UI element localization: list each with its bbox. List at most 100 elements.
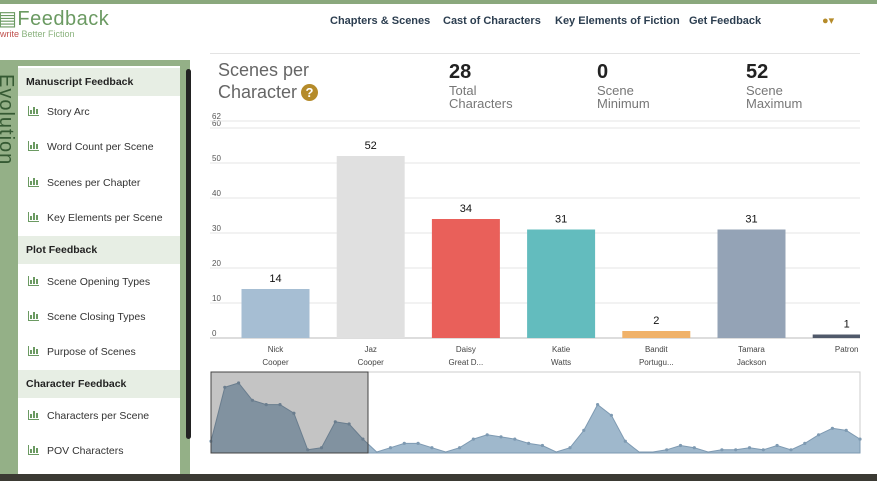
sidebar-item-word-count[interactable]: Word Count per Scene	[18, 133, 180, 161]
sidebar-item-label: Scenes per Chapter	[47, 177, 141, 189]
sidebar-item-scene-opening[interactable]: Scene Opening Types	[18, 268, 180, 296]
bar-chart-icon	[28, 311, 39, 321]
x-tick-label: Katie	[552, 345, 571, 354]
navigator-point	[761, 448, 765, 452]
stat-max-label2: Maximum	[746, 96, 803, 111]
page-title: Scenes per Character?	[218, 59, 319, 103]
bar-chart-icon	[28, 212, 39, 222]
navigator-selection[interactable]	[210, 371, 369, 454]
stat-total-label2: Characters	[449, 96, 513, 111]
tagline-rest: Better Fiction	[21, 29, 75, 39]
brand-title: ▤Feedback	[0, 8, 110, 30]
y-tick-label: 40	[212, 189, 221, 198]
nav-divider	[210, 53, 860, 54]
sidebar-item-label: POV Characters	[47, 445, 124, 457]
brand-title-text: Feedback	[17, 8, 110, 30]
navigator-point	[789, 448, 793, 452]
top-border	[0, 0, 877, 4]
nav-cast-of-characters[interactable]: Cast of Characters	[443, 15, 541, 27]
side-label: Evolution	[0, 74, 17, 166]
sidebar-item-label: Scene Closing Types	[47, 311, 146, 323]
sidebar-item-scene-closing[interactable]: Scene Closing Types	[18, 303, 180, 331]
y-tick-label: 50	[212, 154, 221, 163]
navigator-point	[568, 446, 572, 450]
stat-min-label1: Scene	[597, 83, 634, 98]
sidebar-item-characters-per-scene[interactable]: Characters per Scene	[18, 402, 180, 430]
navigator-point	[333, 420, 337, 424]
navigator-point	[747, 446, 752, 450]
sidebar-item-label: Key Elements per Scene	[47, 212, 163, 224]
nav-key-elements[interactable]: Key Elements of Fiction	[555, 15, 680, 27]
bar	[527, 229, 596, 338]
section-character-feedback: Character Feedback	[18, 370, 180, 398]
navigator-point	[858, 437, 862, 441]
navigator-point	[292, 411, 296, 415]
y-tick-label: 30	[212, 224, 221, 233]
navigator-point	[692, 446, 696, 450]
navigator-point	[720, 448, 724, 452]
sidebar-item-scenes-per-chapter[interactable]: Scenes per Chapter	[18, 169, 180, 197]
stat-max-value: 52	[746, 61, 769, 83]
brand-tagline: write Better Fiction	[0, 29, 75, 39]
navigator-point	[844, 428, 848, 432]
navigator-point	[388, 446, 393, 450]
sidebar-item-story-arc[interactable]: Story Arc	[18, 98, 180, 126]
navigator-point	[250, 398, 254, 402]
x-tick-label: Patron	[835, 345, 859, 354]
feedback-sidebar: Manuscript Feedback Story Arc Word Count…	[18, 66, 180, 474]
data-label: 31	[745, 214, 757, 226]
x-tick-label: Great D...	[449, 358, 484, 367]
navigator-point	[430, 446, 434, 450]
bar-chart-icon	[28, 445, 39, 455]
nav-chapters-scenes[interactable]: Chapters & Scenes	[330, 15, 431, 27]
bar-chart-icon	[28, 141, 39, 151]
y-tick-label: 20	[212, 259, 221, 268]
brand-logo[interactable]: ▤Feedback write Better Fiction	[0, 4, 180, 40]
bar	[622, 331, 691, 338]
navigator-point	[596, 403, 600, 407]
navigator-point	[458, 446, 462, 450]
nav-get-feedback[interactable]: Get Feedback	[689, 15, 762, 27]
tagline-first: write	[0, 29, 20, 39]
title-line-2-text: Character	[218, 82, 298, 102]
sidebar-item-label: Characters per Scene	[47, 410, 150, 422]
sidebar-scrollbar[interactable]	[186, 69, 191, 439]
navigator-point	[361, 437, 365, 441]
x-tick-label: Nick	[268, 345, 285, 354]
x-tick-label: Portugu...	[639, 358, 674, 367]
user-menu[interactable]: ●▾	[822, 14, 834, 27]
navigator-point	[319, 446, 324, 450]
navigator-point	[678, 443, 683, 448]
stat-max-label1: Scene	[746, 83, 783, 98]
x-tick-label: Bandit	[645, 345, 668, 354]
sidebar-item-key-elements[interactable]: Key Elements per Scene	[18, 204, 180, 232]
y-tick-label: 0	[212, 329, 217, 338]
navigator-point	[513, 437, 517, 441]
navigator-point	[527, 441, 531, 445]
title-line-2: Character?	[218, 81, 319, 103]
data-label: 14	[269, 273, 281, 285]
bar-chart-icon	[28, 346, 39, 356]
bar-chart-icon	[28, 106, 39, 116]
title-line-1: Scenes per	[218, 60, 310, 80]
stat-min-value: 0	[597, 61, 609, 83]
bar	[431, 219, 500, 338]
stat-total-value: 28	[449, 61, 472, 83]
navigator-point	[665, 448, 669, 452]
bar	[717, 229, 786, 338]
sidebar-item-pov[interactable]: POV Characters	[18, 437, 180, 465]
bar-chart-icon	[28, 410, 39, 420]
section-plot-feedback: Plot Feedback	[18, 236, 180, 264]
y-tick-label: 60	[212, 119, 221, 128]
x-tick-label: Daisy	[456, 345, 476, 354]
bar	[336, 156, 405, 338]
stat-min-label2: Minimum	[597, 96, 650, 111]
y-tick-label: 10	[212, 294, 221, 303]
navigator-point	[306, 448, 310, 452]
x-tick-label: Jackson	[737, 358, 766, 367]
sidebar-item-purpose[interactable]: Purpose of Scenes	[18, 338, 180, 366]
x-tick-label: Watts	[551, 358, 571, 367]
x-tick-label: Cooper	[262, 358, 289, 367]
help-icon[interactable]: ?	[301, 84, 319, 101]
